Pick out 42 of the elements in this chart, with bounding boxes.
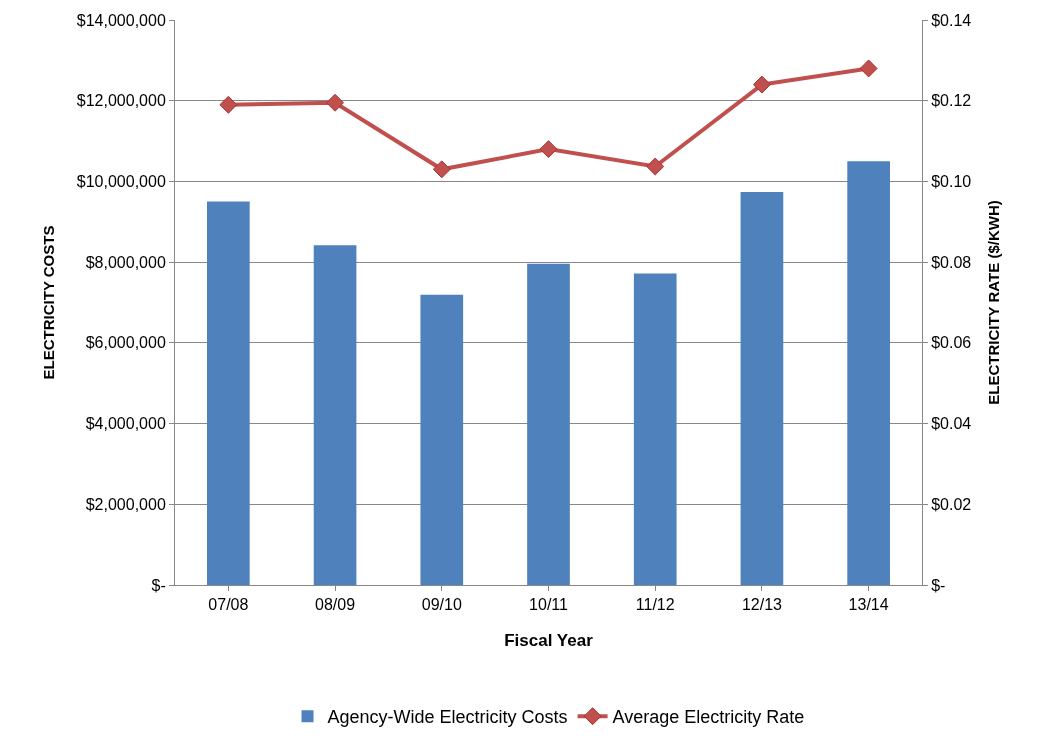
- bar: [740, 191, 784, 585]
- y2-tick-label: $0.10: [931, 173, 972, 191]
- x-tick-label: 11/12: [635, 596, 675, 614]
- bar: [207, 201, 250, 585]
- y-tick-label: $14,000,000: [76, 11, 166, 29]
- y-tick-label: $6,000,000: [85, 334, 166, 352]
- y2-tick-label: $-: [931, 576, 946, 594]
- y-tick-label: $8,000,000: [85, 253, 166, 271]
- x-tick-label: 08/09: [315, 596, 356, 614]
- y2-tick-label: $0.04: [931, 415, 972, 433]
- y-tick-label: $2,000,000: [85, 495, 166, 513]
- x-axis-title: Fiscal Year: [504, 631, 594, 650]
- y-tick-label: $4,000,000: [85, 415, 166, 433]
- legend-label: Agency-Wide Electricity Costs: [327, 707, 568, 728]
- y-tick-label: $-: [151, 576, 166, 594]
- y-axis-title: ELECTRICITY COSTS: [40, 225, 58, 380]
- x-tick-label: 07/08: [208, 596, 249, 614]
- y2-tick-label: $0.02: [931, 495, 972, 513]
- x-tick-label: 13/14: [848, 596, 889, 614]
- y2-tick-label: $0.14: [931, 11, 972, 29]
- point: [646, 157, 665, 176]
- legend-label: Average Electricity Rate: [612, 707, 805, 728]
- point: [752, 75, 771, 94]
- x-tick-label: 12/13: [741, 596, 783, 614]
- y2-tick-label: $0.08: [931, 253, 972, 271]
- bar: [527, 263, 570, 585]
- y2-tick-label: $0.06: [931, 334, 972, 352]
- bar: [420, 294, 464, 585]
- y2-tick-label: $0.12: [931, 92, 972, 110]
- point: [539, 140, 558, 159]
- y-tick-label: $12,000,000: [76, 92, 166, 110]
- bar: [847, 161, 890, 585]
- point: [326, 93, 345, 112]
- point: [219, 95, 238, 114]
- y-tick-label: $10,000,000: [76, 173, 166, 191]
- y2-axis-title: ELECTRICITY RATE ($/KWH): [985, 200, 1003, 405]
- bar: [633, 273, 677, 585]
- x-tick-label: 10/11: [529, 596, 569, 614]
- x-tick-label: 09/10: [421, 596, 462, 614]
- point: [432, 160, 451, 179]
- point: [859, 59, 878, 78]
- bar: [313, 245, 357, 585]
